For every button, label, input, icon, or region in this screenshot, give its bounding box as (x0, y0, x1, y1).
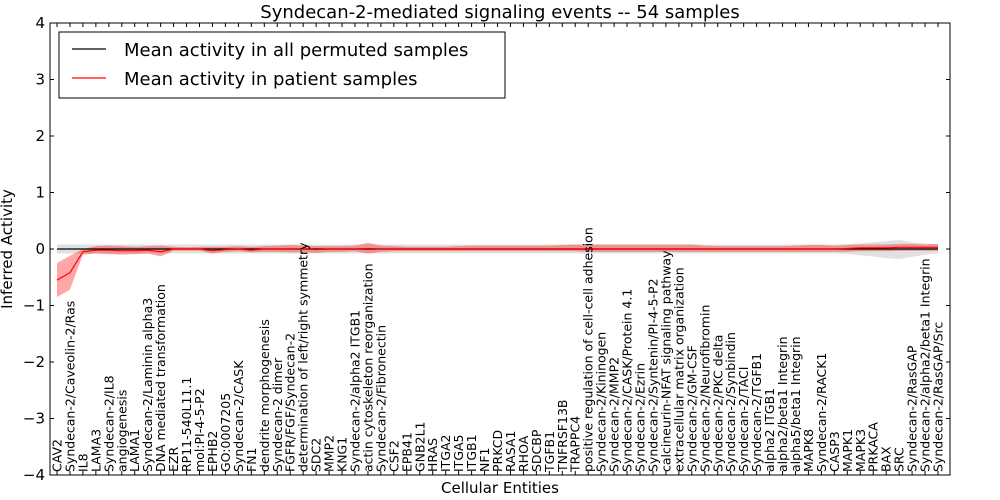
x-tick-label: Syndecan-2/GM-CSF (684, 345, 699, 472)
legend-box (58, 31, 506, 99)
x-tick-label: Syndecan-2/RasGAP/Src (931, 322, 946, 472)
x-tick-label: Syndecan-2/alpha2/beta1 Integrin (918, 258, 933, 472)
x-tick-label: ITGB1 (464, 434, 479, 472)
x-tick-label: DNA mediated transformation (153, 284, 168, 472)
legend: Mean activity in all permuted samples Me… (58, 31, 506, 99)
chart-title: Syndecan-2-mediated signaling events -- … (260, 2, 739, 23)
x-tick-label: SRC (892, 447, 907, 472)
y-tick-label: 4 (35, 14, 45, 32)
x-tick-label: positive regulation of cell-cell adhesio… (581, 227, 596, 472)
x-tick-label: EZR (166, 447, 181, 472)
x-tick-label: HRAS (425, 438, 440, 472)
x-tick-label: FN1 (244, 448, 259, 473)
x-tick-label: PRKACA (866, 422, 881, 472)
x-tick-label: actin cytoskeleton reorganization (360, 263, 375, 472)
x-tick-label: Syndecan-2/Neurofibromin (697, 305, 712, 472)
y-tick-labels: −4 −3 −2 −1 0 1 2 3 4 (23, 14, 45, 484)
x-tick-label: Syndecan-2/TACI (736, 367, 751, 472)
x-tick-label: EPB41 (399, 432, 414, 472)
x-tick-label: calcineurin-NFAT signaling pathway (658, 250, 673, 472)
x-tick-label: SDC2 (309, 438, 324, 472)
x-tick-label: Syndecan-2/Fibronectin (373, 325, 388, 472)
x-tick-label: LAMA1 (127, 429, 142, 472)
x-tick-label: TGFB1 (542, 431, 557, 473)
x-tick-label: MAPK1 (840, 429, 855, 472)
legend-label-permuted: Mean activity in all permuted samples (124, 40, 468, 61)
x-tick-label: dendrite morphogenesis (257, 319, 272, 472)
x-axis-label: Cellular Entities (441, 479, 559, 497)
x-tick-label: NF1 (477, 448, 492, 473)
x-tick-label: GNB2L1 (412, 422, 427, 472)
x-tick-label: extracellular matrix organization (671, 267, 686, 472)
x-tick-label: PRKCD (490, 430, 505, 472)
x-tick-label: TRAPPC4 (568, 416, 583, 473)
x-tick-label: Syndecan-2/IL8 (101, 375, 116, 472)
y-tick-label: −2 (23, 353, 45, 371)
x-tick-label: MAPK3 (853, 429, 868, 472)
y-tick-label: 0 (35, 240, 45, 258)
x-tick-label: Syndecan-2/TGFB1 (749, 353, 764, 472)
x-tick-label: Syndecan-2 dimer (270, 357, 285, 472)
y-tick-label: −1 (23, 297, 45, 315)
x-tick-label: Syndecan-2/CASK (231, 360, 246, 472)
x-tick-label: Syndecan-2/Synbindin (723, 332, 738, 472)
x-tick-label: Syndecan-2/Ezrin (633, 363, 648, 472)
x-tick-label: LAMA3 (88, 429, 103, 472)
x-tick-labels: CAV2Syndecan-2/Caveolin-2/RasIL8LAMA3Syn… (50, 227, 946, 473)
y-tick-label: 3 (35, 71, 45, 89)
x-tick-label: FGFR/FGF/Syndecan-2 (283, 333, 298, 472)
x-tick-label: CASP3 (827, 431, 842, 472)
x-tick-label: IL8 (75, 453, 90, 472)
legend-label-patient: Mean activity in patient samples (124, 69, 418, 90)
x-tick-label: ITGA2 (438, 434, 453, 472)
x-tick-label: Syndecan-2/Caveolin-2/Ras (62, 301, 77, 472)
x-tick-label: KNG1 (335, 437, 350, 472)
x-tick-label: RHOA (516, 435, 531, 472)
y-tick-label: 2 (35, 127, 45, 145)
x-tick-label: TNFRSF13B (555, 400, 570, 473)
x-tick-label: Syndecan-2/Laminin alpha3 (140, 298, 155, 472)
x-tick-label: RASA1 (503, 431, 518, 472)
x-tick-label: Syndecan-2/Syntenin/PI-4-5-P2 (645, 278, 660, 472)
x-tick-label: mol:PI-4-5-P2 (192, 388, 207, 472)
x-tick-label: ITGA5 (451, 434, 466, 472)
x-tick-label: MMP2 (322, 435, 337, 472)
series-line-patient (56, 246, 938, 281)
x-tick-label: CAV2 (50, 439, 65, 472)
x-tick-label: Syndecan-2/CASK/Protein 4.1 (620, 289, 635, 472)
plot-frame (49, 22, 951, 476)
x-tick-label: Syndecan-2/RACK1 (814, 353, 829, 472)
x-tick-label: SDCBP (529, 429, 544, 472)
x-tick-label: alpha5/beta1 Integrin (788, 336, 803, 472)
y-axis-label: Inferred Activity (0, 189, 16, 309)
x-tick-label: MAPK8 (801, 429, 816, 472)
x-tick-label: GO:0007205 (218, 393, 233, 472)
x-tick-label: angiogenesis (114, 390, 129, 472)
x-tick-label: BAX (879, 446, 894, 472)
x-tick-label: Syndecan-2/alpha2 ITGB1 (347, 310, 362, 472)
y-tick-label: 1 (35, 184, 45, 202)
x-tick-label: alpha2 ITGB1 (762, 388, 777, 472)
x-tick-label: alpha2/beta1 Integrin (775, 336, 790, 472)
x-tick-label: Syndecan-2/RasGAP (905, 345, 920, 472)
x-tick-label: Syndecan-2/PKC delta (710, 335, 725, 472)
x-tick-label: Syndecan-2/Kininogen (594, 332, 609, 472)
x-tick-label: CSF2 (386, 440, 401, 472)
x-tick-label: Syndecan-2/MMP2 (607, 357, 622, 472)
x-tick-label: determination of left/right symmetry (296, 242, 311, 472)
x-tick-label: RP11-540L11.1 (179, 377, 194, 472)
x-tick-label: EPHB2 (205, 431, 220, 472)
y-tick-label: −4 (23, 466, 45, 484)
y-tick-label: −3 (23, 410, 45, 428)
series-lines (56, 246, 938, 281)
